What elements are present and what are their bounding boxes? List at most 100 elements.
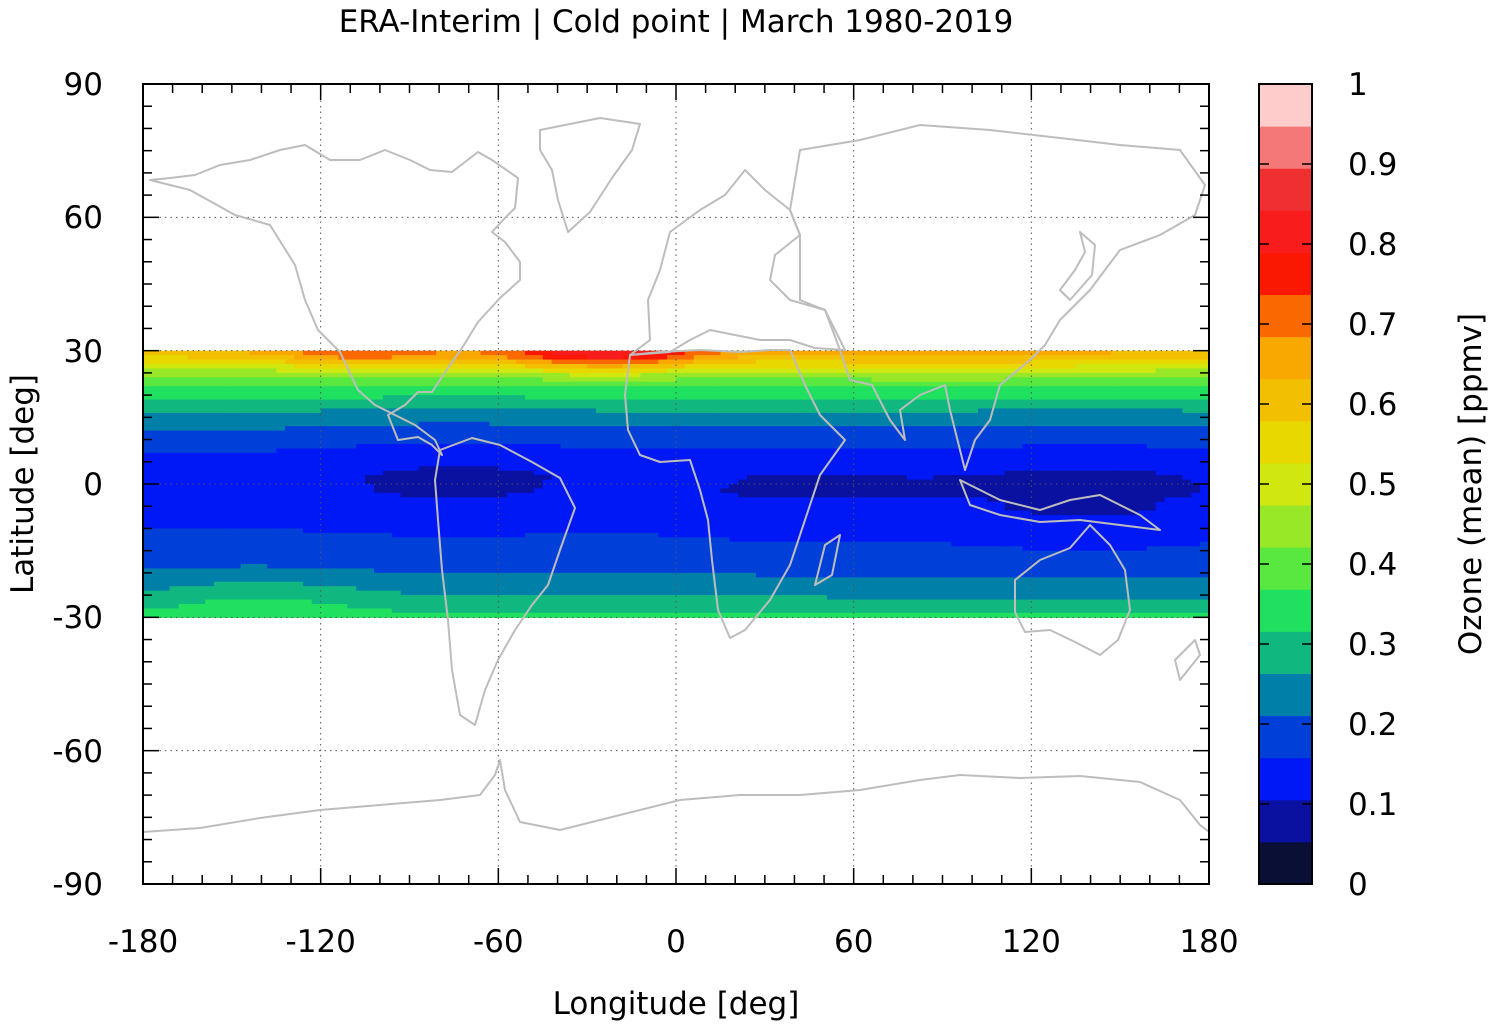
heatmap-cell — [995, 506, 1006, 512]
heatmap-cell — [1191, 466, 1201, 472]
heatmap-cell — [302, 359, 313, 365]
heatmap-cell — [1066, 404, 1077, 410]
heatmap-cell — [587, 359, 597, 365]
heatmap-cell — [196, 395, 206, 401]
heatmap-cell — [516, 448, 526, 454]
heatmap-cell — [667, 492, 677, 498]
heatmap-cell — [427, 377, 437, 383]
heatmap-cell — [667, 372, 677, 378]
heatmap-cell — [294, 528, 304, 534]
heatmap-cell — [782, 528, 793, 534]
heatmap-cell — [827, 484, 837, 490]
heatmap-cell — [702, 377, 713, 383]
heatmap-cell — [151, 515, 162, 521]
heatmap-cell — [578, 439, 588, 445]
heatmap-cell — [711, 466, 722, 472]
heatmap-cell — [853, 359, 864, 365]
heatmap-cell — [951, 404, 961, 410]
heatmap-cell — [329, 439, 340, 445]
heatmap-cell — [578, 435, 588, 441]
heatmap-cell — [489, 479, 499, 485]
heatmap-cell — [658, 377, 668, 383]
heatmap-cell — [764, 519, 775, 525]
heatmap-cell — [1057, 515, 1068, 521]
heatmap-cell — [969, 408, 979, 414]
heatmap-cell — [1075, 448, 1086, 454]
heatmap-cell — [844, 368, 855, 374]
heatmap-cell — [862, 444, 873, 450]
heatmap-cell — [320, 368, 331, 374]
heatmap-cell — [302, 426, 313, 432]
heatmap-cell — [880, 404, 890, 410]
heatmap-cell — [755, 439, 766, 445]
heatmap-cell — [294, 479, 304, 485]
heatmap-cell — [1111, 461, 1121, 467]
heatmap-cell — [445, 470, 455, 476]
heatmap-cell — [640, 412, 650, 418]
heatmap-cell — [587, 355, 597, 361]
heatmap-cell — [835, 497, 846, 503]
heatmap-cell — [400, 408, 411, 414]
heatmap-cell — [533, 470, 544, 476]
heatmap-cell — [1200, 515, 1209, 521]
heatmap-cell — [818, 524, 828, 530]
heatmap-cell — [1093, 506, 1103, 512]
heatmap-cell — [294, 372, 304, 378]
heatmap-cell — [489, 510, 499, 516]
heatmap-cell — [356, 364, 366, 370]
heatmap-cell — [542, 470, 553, 476]
heatmap-cell — [1155, 350, 1166, 356]
heatmap-cell — [480, 506, 491, 512]
heatmap-cell — [551, 426, 562, 432]
heatmap-cell — [276, 532, 286, 538]
heatmap-cell — [551, 439, 562, 445]
heatmap-cell — [1200, 364, 1209, 370]
heatmap-cell — [480, 528, 491, 534]
heatmap-cell — [933, 524, 944, 530]
heatmap-cell — [151, 377, 162, 383]
heatmap-cell — [1066, 510, 1077, 516]
heatmap-cell — [1120, 408, 1130, 414]
heatmap-cell — [1093, 377, 1103, 383]
heatmap-cell — [391, 497, 402, 503]
heatmap-cell — [418, 421, 428, 427]
heatmap-cell — [329, 377, 340, 383]
heatmap-cell — [338, 390, 348, 396]
heatmap-cell — [169, 408, 180, 414]
heatmap-cell — [827, 439, 837, 445]
heatmap-cell — [951, 399, 961, 405]
heatmap-cell — [747, 501, 757, 507]
heatmap-cell — [551, 372, 562, 378]
heatmap-cell — [889, 355, 899, 361]
heatmap-cell — [720, 475, 730, 481]
heatmap-cell — [720, 501, 730, 507]
heatmap-cell — [978, 417, 988, 423]
heatmap-cell — [587, 430, 597, 436]
heatmap-cell — [214, 457, 224, 463]
heatmap-cell — [169, 386, 180, 392]
heatmap-cell — [143, 408, 153, 414]
heatmap-cell — [160, 386, 171, 392]
heatmap-cell — [844, 515, 855, 521]
heatmap-cell — [1057, 461, 1068, 467]
heatmap-cell — [578, 395, 588, 401]
heatmap-cell — [827, 390, 837, 396]
heatmap-cell — [693, 372, 704, 378]
heatmap-cell — [862, 421, 873, 427]
heatmap-cell — [800, 426, 810, 432]
heatmap-cell — [1066, 492, 1077, 498]
heatmap-cell — [640, 524, 650, 530]
heatmap-cell — [1084, 368, 1095, 374]
heatmap-cell — [1013, 497, 1024, 503]
heatmap-cell — [747, 368, 757, 374]
heatmap-cell — [489, 390, 499, 396]
heatmap-cell — [906, 439, 917, 445]
heatmap-cell — [578, 390, 588, 396]
heatmap-cell — [596, 350, 606, 356]
heatmap-cell — [480, 359, 491, 365]
heatmap-cell — [1004, 492, 1015, 498]
heatmap-cell — [498, 377, 508, 383]
heatmap-cell — [365, 364, 375, 370]
heatmap-cell — [809, 377, 819, 383]
heatmap-cell — [196, 435, 206, 441]
